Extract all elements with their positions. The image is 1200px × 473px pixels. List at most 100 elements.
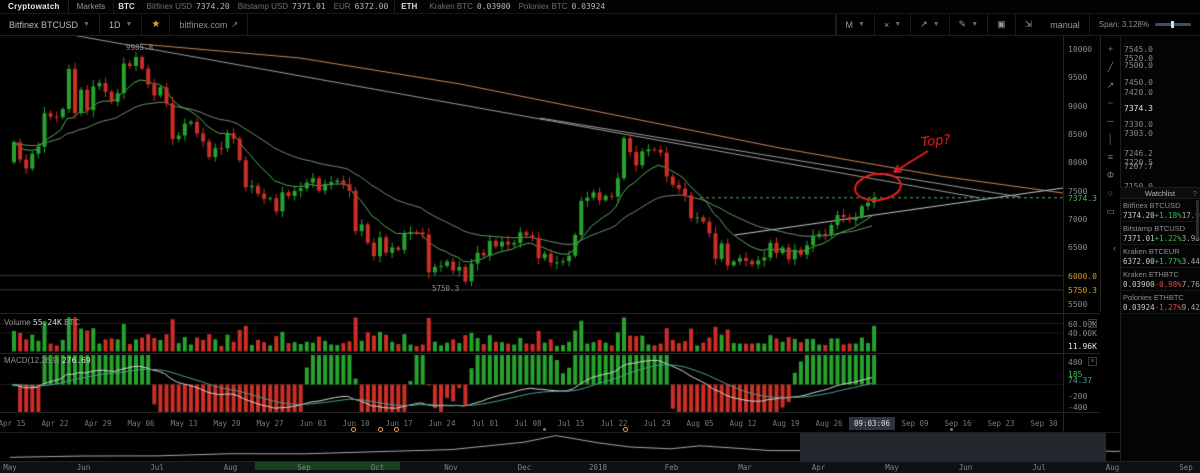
month-tick-label: May: [3, 463, 17, 472]
snapshot-button[interactable]: ▣: [987, 14, 1015, 35]
panel-collapse-icon[interactable]: ‹: [1113, 243, 1116, 253]
depth-price-label: 7330.0: [1124, 119, 1153, 129]
event-marker-icon[interactable]: [378, 427, 383, 432]
month-tick-label: Jun: [76, 463, 91, 472]
month-tick-label: 2018: [588, 463, 608, 472]
macd-pane-close-icon[interactable]: ×: [1088, 357, 1097, 366]
favorite-button[interactable]: ★: [142, 14, 171, 35]
depth-price-label: 7220.5: [1124, 157, 1153, 167]
ticker-group-eth: ETH Kraken BTC 0.03900 Poloniex BTC 0.03924: [401, 2, 605, 11]
chart-type-dropdown[interactable]: × ▼: [873, 14, 910, 35]
watchlist-volume: 17.94K: [1181, 211, 1200, 220]
watchlist-scrollbar[interactable]: [1196, 200, 1199, 238]
hand-annotation-text: Top?: [920, 132, 952, 151]
chevron-down-icon: ▼: [125, 21, 133, 28]
ticker-group-btc: BTC Bitfinex USD 7374.20 Bitstamp USD 7371.0…: [118, 2, 388, 11]
exchange-link[interactable]: bitfinex.com ↗: [170, 14, 249, 35]
month-tick-label: Jul: [1032, 463, 1046, 472]
span-slider[interactable]: [1155, 21, 1191, 28]
watchlist-panel: Watchlist ? Bitfinex BTCUSD 7374.20 +1.18%…: [1120, 187, 1200, 314]
fullscreen-button[interactable]: ⇲: [1014, 14, 1042, 35]
ellipse-tool-icon[interactable]: ○: [1107, 188, 1114, 198]
star-icon: ★: [151, 19, 161, 30]
ticker-item[interactable]: EUR 6372.00: [326, 2, 389, 11]
timeframe-selector[interactable]: 1D ▼: [100, 14, 143, 35]
watchlist-row-values: 6372.00+1.77%3.440K: [1123, 257, 1200, 266]
arrow-tool-icon[interactable]: ↗: [1106, 80, 1115, 90]
depth-mid-price-label: 7374.3: [1124, 104, 1153, 114]
chart-type-dropdown-icon: ×: [883, 19, 890, 30]
ticker-item[interactable]: Kraken BTC 0.03900: [421, 2, 510, 11]
external-link-icon: ↗: [231, 20, 239, 29]
month-tick-label: Jun: [958, 463, 973, 472]
event-marker-icon[interactable]: [623, 427, 628, 432]
watchlist-title: Watchlist: [1144, 189, 1176, 198]
watchlist-volume: 3.987K: [1181, 234, 1200, 243]
vertical-line-tool-icon[interactable]: │: [1107, 134, 1114, 144]
chevron-down-icon: ▼: [971, 21, 979, 28]
global-ticker-bar: Cryptowatch Markets BTC Bitfinex USD 7374.…: [0, 0, 1200, 14]
span-slider-handle[interactable]: [1171, 21, 1175, 28]
ticker-item[interactable]: Bitfinex USD 7374.20: [139, 2, 230, 11]
crosshair-tool-icon[interactable]: +: [1107, 44, 1114, 54]
ticker-price-value: 6372.00: [354, 2, 389, 11]
watchlist-row-values: 7374.20+1.18%17.94K: [1123, 211, 1200, 220]
date-tick-label: Sep 23: [987, 419, 1015, 428]
price-scale-dropdown[interactable]: M ▼: [835, 14, 874, 35]
ticker-price-value: 7371.01: [291, 2, 326, 11]
manual-button[interactable]: manual: [1041, 14, 1090, 35]
horizontal-line-tool-icon[interactable]: ─: [1107, 116, 1114, 126]
help-icon[interactable]: ?: [1192, 189, 1197, 198]
indicators-dropdown[interactable]: ↗ ▼: [910, 14, 948, 35]
draw-tools-dropdown-icon: ✎: [958, 19, 967, 29]
market-selector[interactable]: Bitfinex BTCUSD ▼: [0, 14, 100, 35]
ticker-item[interactable]: Poloniex BTC 0.03924: [511, 2, 606, 11]
event-marker-icon[interactable]: [394, 427, 399, 432]
watchlist-volume: 7.769K: [1181, 280, 1200, 289]
price-axis-divider: [1063, 36, 1064, 432]
manual-button-label: manual: [1050, 19, 1080, 30]
month-tick-label: Aug: [1105, 463, 1120, 472]
drawbar-divider: [1100, 36, 1101, 312]
month-tick-label: Apr: [811, 463, 826, 472]
ticker-item[interactable]: Bitstamp USD 7371.01: [230, 2, 326, 11]
date-tick-label: Apr 22: [41, 419, 69, 428]
watchlist-price: 7374.20: [1123, 211, 1155, 220]
horizontal-line-price-label: 5750.3: [432, 284, 460, 293]
date-tick-label: Aug 05: [686, 419, 714, 428]
pane-divider[interactable]: [0, 313, 1100, 314]
macd-tick-label: 400: [1068, 358, 1083, 367]
event-marker-icon[interactable]: [351, 427, 356, 432]
markets-link[interactable]: Markets: [76, 2, 106, 11]
span-control: Span: 3.128%: [1090, 14, 1200, 35]
rectangle-tool-icon[interactable]: ▭: [1106, 206, 1115, 216]
ticker-price-value: 0.03924: [571, 2, 606, 11]
trendline-tool-icon[interactable]: ╱: [1107, 62, 1114, 72]
month-axis-highlight: [255, 462, 400, 470]
draw-tools-dropdown[interactable]: ✎ ▼: [948, 14, 987, 35]
month-tick-label: Sep: [1179, 463, 1193, 472]
pane-divider[interactable]: [0, 353, 1100, 354]
macd-current-label: 185: [1068, 370, 1083, 380]
fibonacci-tool-icon[interactable]: Φ: [1106, 170, 1115, 180]
brush-tool-icon[interactable]: ~: [1107, 98, 1114, 108]
app-logo[interactable]: Cryptowatch: [8, 2, 60, 11]
watchlist-header[interactable]: Watchlist ?: [1120, 187, 1200, 199]
divider: [113, 0, 115, 13]
volume-unit: BTC: [64, 318, 81, 327]
price-tick-label: 9000: [1068, 101, 1088, 111]
channel-tool-icon[interactable]: ≡: [1107, 152, 1114, 162]
date-tick-label: Aug 19: [772, 419, 800, 428]
volume-pane-close-icon[interactable]: ×: [1088, 319, 1097, 328]
navigator-selection[interactable]: [800, 432, 1106, 461]
watchlist-change: -1.27%: [1154, 303, 1182, 312]
divider: [394, 0, 396, 14]
pane-divider: [0, 412, 1100, 413]
